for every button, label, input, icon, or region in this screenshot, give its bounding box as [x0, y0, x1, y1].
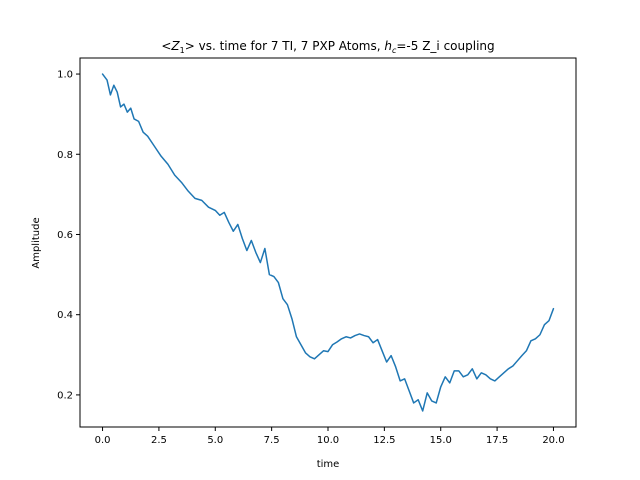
- title-z-sub: 1: [180, 46, 185, 55]
- x-tick-label: 10.0: [317, 435, 339, 446]
- title-h-sub: c: [392, 46, 397, 55]
- x-tick-label: 7.5: [264, 435, 280, 446]
- x-tick-label: 15.0: [430, 435, 452, 446]
- x-axis-label: time: [317, 459, 340, 470]
- y-tick-label: 0.8: [57, 150, 73, 161]
- x-axis-ticks: 0.0 2.5 5.0 7.5 10.0 12.5 15.0 17.5 20.0: [95, 427, 565, 446]
- y-axis-label: Amplitude: [31, 217, 42, 268]
- title-gt: >: [185, 39, 195, 53]
- x-tick-label: 12.5: [373, 435, 395, 446]
- x-tick-label: 2.5: [151, 435, 167, 446]
- title-z: Z: [170, 39, 180, 53]
- title-lt: <: [161, 39, 171, 53]
- title-middle: vs. time for 7 TI, 7 PXP Atoms,: [195, 39, 385, 53]
- y-tick-label: 1.0: [57, 70, 73, 81]
- y-axis-ticks: 0.2 0.4 0.6 0.8 1.0: [57, 70, 80, 401]
- chart-title: <Z1> vs. time for 7 TI, 7 PXP Atoms, hc=…: [161, 39, 494, 55]
- plot-area: [101, 73, 555, 412]
- title-tail: =-5 Z_i coupling: [396, 39, 494, 53]
- y-tick-label: 0.6: [57, 230, 73, 241]
- x-tick-label: 20.0: [542, 435, 564, 446]
- axes-frame: [79, 57, 577, 428]
- x-tick-label: 0.0: [95, 435, 111, 446]
- title-h: h: [384, 39, 392, 53]
- y-tick-label: 0.4: [57, 310, 73, 321]
- x-tick-label: 17.5: [486, 435, 508, 446]
- y-tick-label: 0.2: [57, 390, 73, 401]
- x-tick-label: 5.0: [207, 435, 223, 446]
- series-line-0: [101, 73, 555, 412]
